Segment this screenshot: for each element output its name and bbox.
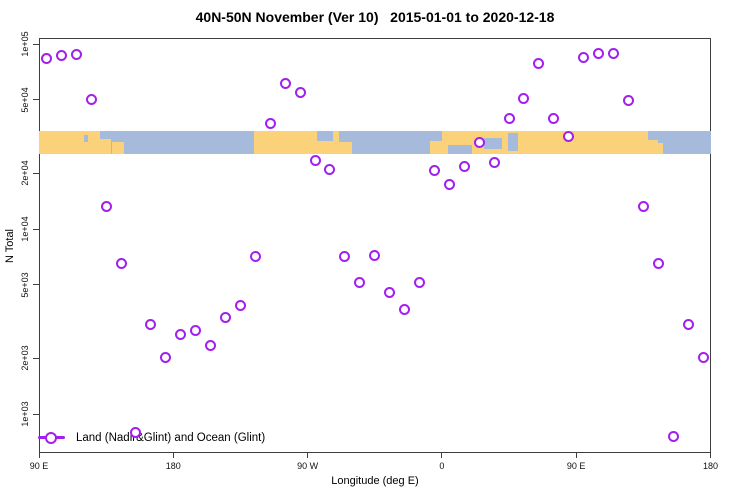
ocean-patch	[647, 130, 659, 140]
data-point	[354, 276, 366, 288]
data-point	[85, 94, 97, 106]
y-tick-label: 2e+04	[20, 160, 30, 186]
y-tick-mark	[33, 228, 39, 230]
y-tick-label: 2e+03	[20, 345, 30, 371]
data-point	[473, 136, 485, 148]
data-point	[399, 304, 411, 316]
plot-area	[39, 38, 711, 453]
land-segment	[100, 138, 111, 154]
data-point	[220, 311, 232, 323]
y-tick-mark	[33, 413, 39, 415]
data-point	[175, 328, 187, 340]
x-tick-mark	[441, 453, 443, 458]
data-point	[205, 339, 217, 351]
y-tick-mark	[33, 172, 39, 174]
data-point	[145, 318, 157, 330]
data-point	[518, 92, 530, 104]
data-point	[667, 430, 679, 442]
x-tick-label: 90 E	[566, 461, 586, 471]
data-point	[309, 154, 321, 166]
land-segment	[39, 130, 101, 154]
data-point	[533, 57, 545, 69]
x-tick-label: 180	[702, 461, 719, 471]
legend-line-marker	[38, 431, 65, 444]
data-point	[369, 249, 381, 261]
world-map-latitude-band	[39, 130, 711, 154]
legend-label: Land (Nadir&Glint) and Ocean (Glint)	[76, 431, 266, 444]
data-point	[652, 258, 664, 270]
y-tick-mark	[33, 99, 39, 101]
data-point	[100, 201, 112, 213]
data-point	[637, 201, 649, 213]
data-point	[503, 112, 515, 124]
y-tick-label: 1e+03	[20, 401, 30, 427]
land-segment	[112, 142, 125, 154]
y-axis-label: N Total	[4, 228, 16, 264]
data-point	[458, 160, 470, 172]
data-point	[608, 48, 619, 60]
y-tick-mark	[33, 357, 39, 359]
data-point	[70, 48, 82, 60]
ocean-patch	[507, 132, 518, 152]
data-point	[443, 179, 455, 191]
data-point	[264, 118, 276, 130]
data-point	[578, 51, 590, 63]
data-point	[622, 94, 634, 106]
ocean-patch	[338, 130, 353, 143]
y-tick-mark	[33, 43, 39, 45]
data-point	[414, 276, 426, 288]
chart-title: 40N-50N November (Ver 10) 2015-01-01 to …	[195, 9, 555, 25]
data-point	[339, 251, 351, 263]
data-point	[324, 163, 336, 175]
x-tick-label: 180	[165, 461, 181, 471]
x-axis-label: Longitude (deg E)	[331, 475, 419, 487]
data-point	[384, 287, 396, 299]
data-point	[249, 251, 261, 263]
ocean-patch	[83, 135, 89, 143]
data-point	[593, 48, 605, 60]
data-point	[55, 49, 67, 61]
x-tick-label: 90 W	[297, 461, 319, 471]
ocean-patch	[447, 144, 472, 154]
land-segment	[658, 143, 663, 154]
y-tick-mark	[33, 284, 39, 286]
data-point	[234, 299, 246, 311]
data-point	[190, 324, 202, 336]
y-tick-label: 1e+05	[20, 31, 30, 57]
data-point	[40, 52, 52, 64]
data-point	[115, 258, 127, 270]
ocean-patch	[483, 137, 502, 150]
ocean-patch	[316, 130, 333, 142]
x-tick-mark	[575, 453, 577, 458]
data-point	[428, 165, 440, 177]
land-segment	[253, 130, 353, 154]
data-point	[160, 352, 172, 364]
ocean-patch	[429, 130, 442, 142]
y-tick-label: 5e+03	[20, 272, 30, 298]
data-point	[130, 427, 142, 439]
legend: Land (Nadir&Glint) and Ocean (Glint)	[38, 429, 265, 446]
y-tick-label: 5e+04	[20, 87, 30, 113]
x-tick-mark	[172, 453, 174, 458]
y-tick-label: 1e+04	[20, 216, 30, 242]
x-tick-label: 90 E	[29, 461, 49, 471]
data-point	[548, 112, 560, 124]
data-point	[697, 352, 709, 364]
data-point	[294, 86, 306, 98]
x-tick-mark	[307, 453, 309, 458]
x-tick-mark	[710, 453, 711, 458]
x-tick-label: 0	[439, 461, 445, 471]
x-tick-mark	[38, 453, 40, 458]
legend-circle-icon	[45, 431, 57, 444]
data-point	[488, 156, 500, 168]
data-point	[563, 130, 575, 142]
data-point	[682, 319, 694, 331]
data-point	[279, 77, 291, 89]
